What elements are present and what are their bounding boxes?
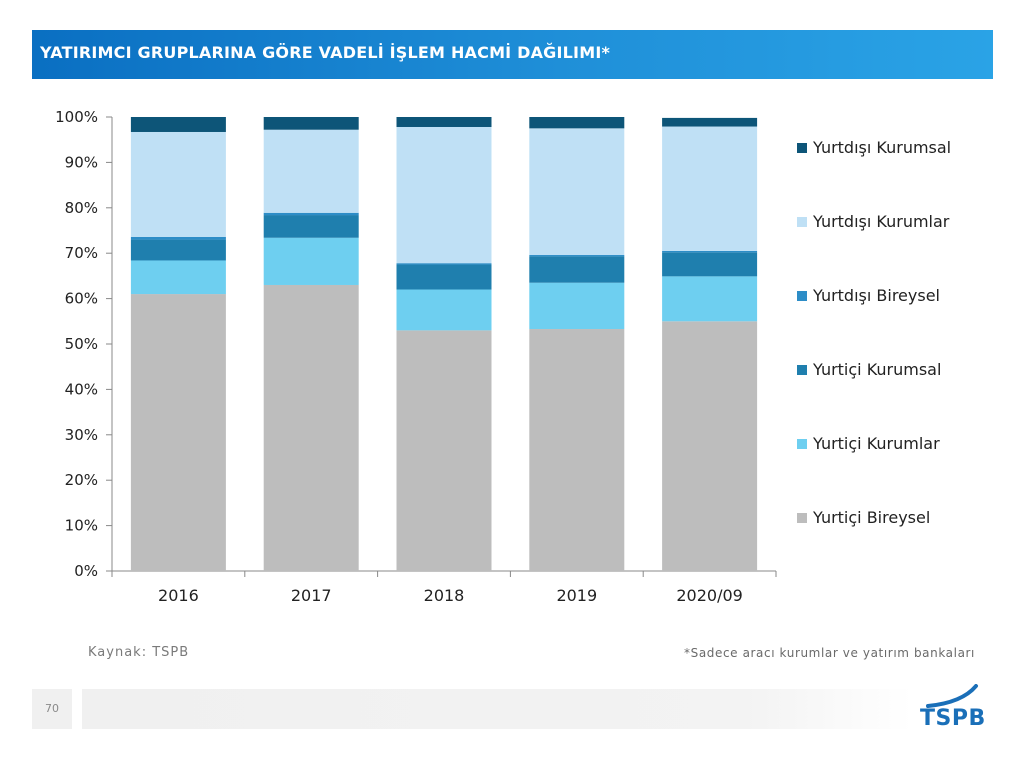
logo-swoosh-icon xyxy=(926,684,978,708)
bar-segment xyxy=(529,329,625,571)
legend-label: Yurtiçi Kurumsal xyxy=(812,360,941,379)
bar-segment xyxy=(263,215,359,238)
y-tick-label: 90% xyxy=(65,153,98,171)
title-bar: YATIRIMCI GRUPLARINA GÖRE VADELİ İŞLEM H… xyxy=(32,30,993,79)
footnote: *Sadece aracı kurumlar ve yatırım bankal… xyxy=(684,646,975,660)
y-tick-label: 40% xyxy=(65,380,98,398)
y-tick-label: 0% xyxy=(74,562,98,580)
x-tick-label: 2017 xyxy=(291,586,332,605)
y-tick-label: 70% xyxy=(65,244,98,262)
bar-segment xyxy=(130,260,226,295)
legend-label: Yurtdışı Bireysel xyxy=(812,286,940,305)
logo-text: TSPB xyxy=(920,706,986,731)
bar-segment xyxy=(396,126,492,264)
bar-segment xyxy=(529,282,625,330)
bar-segment xyxy=(529,117,625,129)
legend-label: Yurtdışı Kurumsal xyxy=(812,138,951,157)
page-number-box: 70 xyxy=(32,689,72,729)
y-tick-label: 20% xyxy=(65,471,98,489)
bar-segment xyxy=(662,250,758,253)
bar-segment xyxy=(396,330,492,571)
legend-label: Yurtiçi Bireysel xyxy=(812,508,930,527)
y-tick-label: 50% xyxy=(65,335,98,353)
legend-label: Yurtiçi Kurumlar xyxy=(812,434,940,453)
legend-label: Yurtdışı Kurumlar xyxy=(812,212,950,231)
bar-segment xyxy=(662,117,758,127)
bar-segment xyxy=(529,256,625,283)
bar-segment xyxy=(396,117,492,127)
bar-segment xyxy=(396,264,492,290)
bar-segment xyxy=(396,263,492,265)
bar-segment xyxy=(263,212,359,216)
bar-segment xyxy=(130,117,226,132)
y-tick-label: 60% xyxy=(65,290,98,308)
x-tick-label: 2016 xyxy=(158,586,199,605)
tspb-logo: TSPB xyxy=(918,684,990,734)
bar-segment xyxy=(263,129,359,213)
bar-segment xyxy=(529,128,625,256)
page-number: 70 xyxy=(45,702,59,715)
bar-segment xyxy=(130,239,226,261)
y-tick-label: 10% xyxy=(65,517,98,535)
x-tick-label: 2020/09 xyxy=(676,586,742,605)
legend-swatch xyxy=(797,143,807,153)
footer-bar xyxy=(82,689,912,729)
legend-swatch xyxy=(797,439,807,449)
legend-swatch xyxy=(797,291,807,301)
legend-swatch xyxy=(797,217,807,227)
y-tick-label: 30% xyxy=(65,426,98,444)
source-label: Kaynak: TSPB xyxy=(88,645,190,660)
y-tick-label: 80% xyxy=(65,199,98,217)
bar-segment xyxy=(263,117,359,130)
bar-segment xyxy=(529,255,625,257)
bar-segment xyxy=(263,237,359,285)
bar-segment xyxy=(263,284,359,571)
bar-segment xyxy=(130,294,226,571)
page-title: YATIRIMCI GRUPLARINA GÖRE VADELİ İŞLEM H… xyxy=(40,43,611,62)
bar-segment xyxy=(396,289,492,331)
bar-segment xyxy=(662,252,758,277)
bar-segment xyxy=(130,131,226,237)
x-tick-label: 2018 xyxy=(424,586,465,605)
bar-segment xyxy=(662,126,758,251)
bar-segment xyxy=(130,236,226,240)
bar-segment xyxy=(662,321,758,571)
x-tick-label: 2019 xyxy=(556,586,597,605)
stacked-bar-chart: 0% 10% 20% 30% 40% 50% 60% 70% 80% 90% 100% 2016 201… xyxy=(55,108,951,605)
y-tick-label: 100% xyxy=(55,108,98,126)
legend-swatch xyxy=(797,365,807,375)
legend-swatch xyxy=(797,513,807,523)
bar-segment xyxy=(662,276,758,322)
